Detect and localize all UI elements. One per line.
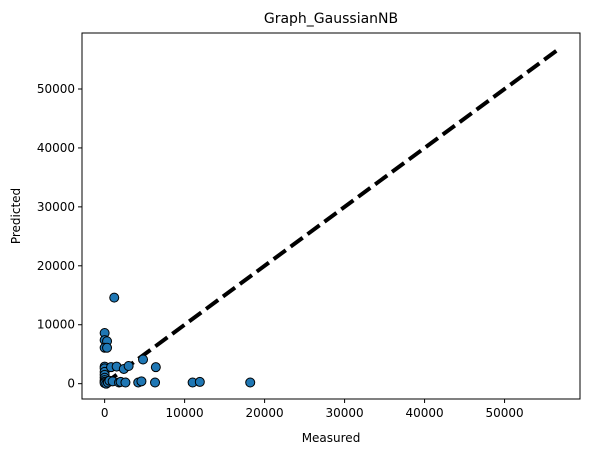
data-point-18 bbox=[109, 292, 120, 303]
x-tick-label: 0 bbox=[101, 406, 109, 420]
plot-frame bbox=[81, 32, 581, 400]
x-tick-label: 20000 bbox=[246, 406, 284, 420]
x-tick-label: 40000 bbox=[405, 406, 443, 420]
y-tick-label: 30000 bbox=[37, 200, 75, 214]
reference-line bbox=[103, 48, 559, 386]
data-point-26 bbox=[136, 376, 147, 387]
y-axis-label: Predicted bbox=[9, 188, 23, 244]
chart-title: Graph_GaussianNB bbox=[264, 11, 398, 27]
y-tick-label: 20000 bbox=[37, 259, 75, 273]
y-tick-label: 10000 bbox=[37, 318, 75, 332]
x-tick-label: 50000 bbox=[485, 406, 523, 420]
data-point-31 bbox=[194, 376, 205, 387]
data-point-23 bbox=[120, 377, 131, 388]
y-tick-label: 0 bbox=[67, 377, 75, 391]
data-point-24 bbox=[123, 360, 134, 371]
y-tick-label: 50000 bbox=[37, 82, 75, 96]
data-point-4 bbox=[102, 342, 113, 353]
x-tick-label: 30000 bbox=[326, 406, 364, 420]
y-tick-label: 40000 bbox=[37, 141, 75, 155]
data-point-32 bbox=[245, 377, 256, 388]
data-point-27 bbox=[138, 354, 149, 365]
data-point-29 bbox=[150, 362, 161, 373]
data-point-28 bbox=[150, 377, 161, 388]
x-axis-label: Measured bbox=[302, 431, 361, 445]
x-tick-label: 10000 bbox=[166, 406, 204, 420]
